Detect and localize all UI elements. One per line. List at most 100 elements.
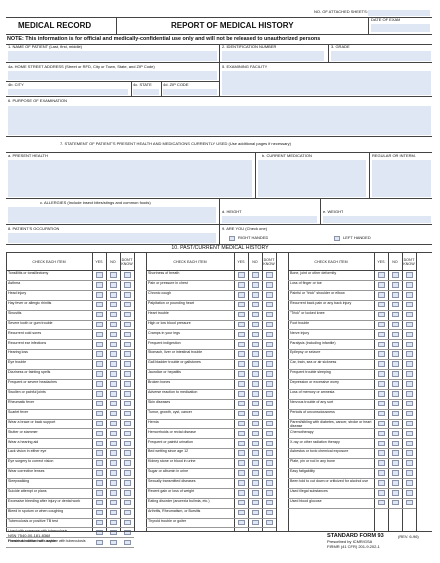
history-yes-checkbox[interactable]	[377, 460, 385, 466]
history-no-checkbox[interactable]	[251, 341, 259, 347]
history-yes-checkbox[interactable]	[377, 282, 385, 288]
history-dont-know-checkbox[interactable]	[265, 499, 273, 506]
history-yes-checkbox[interactable]	[377, 480, 385, 486]
history-yes-checkbox[interactable]	[95, 391, 103, 397]
history-dont-know-checkbox[interactable]	[405, 341, 413, 347]
history-yes-checkbox[interactable]	[95, 361, 103, 367]
purpose-input[interactable]	[8, 106, 431, 135]
history-no-checkbox[interactable]	[109, 460, 117, 466]
history-no-checkbox[interactable]	[109, 311, 117, 318]
history-dont-know-checkbox[interactable]	[123, 391, 131, 397]
history-dont-know-checkbox[interactable]	[123, 440, 131, 446]
history-no-checkbox[interactable]	[109, 420, 117, 427]
history-yes-checkbox[interactable]	[237, 301, 245, 308]
history-dont-know-checkbox[interactable]	[405, 301, 413, 308]
history-yes-checkbox[interactable]	[377, 292, 385, 298]
history-dont-know-checkbox[interactable]	[265, 311, 273, 318]
history-dont-know-checkbox[interactable]	[265, 490, 273, 496]
history-dont-know-checkbox[interactable]	[265, 351, 273, 357]
history-no-checkbox[interactable]	[109, 470, 117, 476]
history-yes-checkbox[interactable]	[377, 420, 385, 427]
history-yes-checkbox[interactable]	[377, 490, 385, 496]
history-yes-checkbox[interactable]	[237, 351, 245, 357]
history-no-checkbox[interactable]	[251, 470, 259, 476]
history-dont-know-checkbox[interactable]	[405, 311, 413, 318]
history-yes-checkbox[interactable]	[95, 440, 103, 446]
right-handed-checkbox[interactable]	[229, 236, 235, 241]
history-dont-know-checkbox[interactable]	[123, 509, 131, 516]
history-no-checkbox[interactable]	[391, 301, 399, 308]
history-yes-checkbox[interactable]	[95, 351, 103, 357]
history-no-checkbox[interactable]	[109, 509, 117, 516]
history-yes-checkbox[interactable]	[377, 400, 385, 407]
history-yes-checkbox[interactable]	[377, 499, 385, 506]
history-no-checkbox[interactable]	[109, 480, 117, 486]
history-yes-checkbox[interactable]	[95, 499, 103, 506]
history-dont-know-checkbox[interactable]	[265, 410, 273, 417]
history-no-checkbox[interactable]	[391, 480, 399, 486]
history-dont-know-checkbox[interactable]	[123, 331, 131, 338]
history-dont-know-checkbox[interactable]	[265, 430, 273, 437]
history-dont-know-checkbox[interactable]	[265, 282, 273, 288]
history-no-checkbox[interactable]	[391, 460, 399, 466]
history-dont-know-checkbox[interactable]	[265, 450, 273, 456]
history-no-checkbox[interactable]	[391, 361, 399, 367]
history-dont-know-checkbox[interactable]	[123, 341, 131, 347]
history-no-checkbox[interactable]	[251, 410, 259, 417]
history-dont-know-checkbox[interactable]	[123, 381, 131, 387]
history-no-checkbox[interactable]	[251, 282, 259, 288]
history-yes-checkbox[interactable]	[377, 272, 385, 278]
history-yes-checkbox[interactable]	[95, 410, 103, 417]
history-no-checkbox[interactable]	[391, 499, 399, 506]
history-no-checkbox[interactable]	[391, 292, 399, 298]
history-no-checkbox[interactable]	[251, 499, 259, 506]
history-dont-know-checkbox[interactable]	[265, 470, 273, 476]
history-no-checkbox[interactable]	[391, 400, 399, 407]
history-yes-checkbox[interactable]	[95, 292, 103, 298]
history-yes-checkbox[interactable]	[237, 460, 245, 466]
history-yes-checkbox[interactable]	[377, 430, 385, 437]
history-dont-know-checkbox[interactable]	[123, 311, 131, 318]
history-dont-know-checkbox[interactable]	[405, 450, 413, 456]
history-no-checkbox[interactable]	[109, 391, 117, 397]
history-dont-know-checkbox[interactable]	[405, 470, 413, 476]
history-dont-know-checkbox[interactable]	[265, 301, 273, 308]
history-dont-know-checkbox[interactable]	[123, 301, 131, 308]
history-no-checkbox[interactable]	[251, 361, 259, 367]
history-no-checkbox[interactable]	[251, 420, 259, 427]
history-dont-know-checkbox[interactable]	[405, 391, 413, 397]
history-yes-checkbox[interactable]	[237, 440, 245, 446]
history-no-checkbox[interactable]	[391, 321, 399, 328]
history-dont-know-checkbox[interactable]	[265, 361, 273, 367]
history-dont-know-checkbox[interactable]	[405, 400, 413, 407]
history-no-checkbox[interactable]	[391, 490, 399, 496]
history-yes-checkbox[interactable]	[237, 509, 245, 516]
history-yes-checkbox[interactable]	[237, 381, 245, 387]
history-no-checkbox[interactable]	[251, 450, 259, 456]
history-no-checkbox[interactable]	[109, 490, 117, 496]
history-yes-checkbox[interactable]	[237, 480, 245, 486]
history-dont-know-checkbox[interactable]	[123, 282, 131, 288]
history-no-checkbox[interactable]	[251, 519, 259, 526]
history-no-checkbox[interactable]	[109, 381, 117, 387]
history-no-checkbox[interactable]	[109, 499, 117, 506]
history-yes-checkbox[interactable]	[237, 321, 245, 328]
history-dont-know-checkbox[interactable]	[405, 460, 413, 466]
history-yes-checkbox[interactable]	[95, 400, 103, 407]
history-yes-checkbox[interactable]	[95, 539, 103, 545]
history-yes-checkbox[interactable]	[95, 470, 103, 476]
history-no-checkbox[interactable]	[391, 450, 399, 456]
history-yes-checkbox[interactable]	[95, 509, 103, 516]
history-dont-know-checkbox[interactable]	[123, 460, 131, 466]
history-yes-checkbox[interactable]	[95, 430, 103, 437]
history-dont-know-checkbox[interactable]	[405, 351, 413, 357]
history-yes-checkbox[interactable]	[95, 519, 103, 526]
history-dont-know-checkbox[interactable]	[123, 361, 131, 367]
history-no-checkbox[interactable]	[109, 539, 117, 545]
history-dont-know-checkbox[interactable]	[265, 440, 273, 446]
history-yes-checkbox[interactable]	[237, 400, 245, 407]
history-no-checkbox[interactable]	[109, 292, 117, 298]
history-dont-know-checkbox[interactable]	[265, 509, 273, 516]
history-yes-checkbox[interactable]	[377, 331, 385, 338]
history-dont-know-checkbox[interactable]	[405, 381, 413, 387]
